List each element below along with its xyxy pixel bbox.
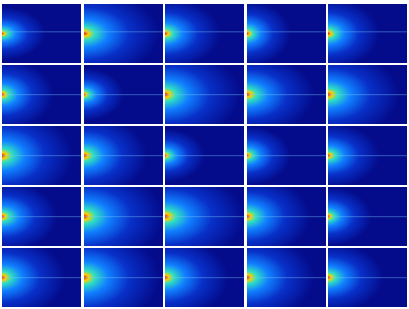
heatmap-panel — [247, 65, 326, 124]
heatmap-panel — [2, 187, 81, 246]
heatmap-panel — [84, 248, 163, 307]
heatmap-panel — [328, 187, 407, 246]
heatmap-panel — [2, 126, 81, 185]
heatmap-panel — [165, 187, 244, 246]
panel-grid — [2, 4, 407, 307]
heatmap-panel — [328, 4, 407, 63]
heatmap-panel — [84, 126, 163, 185]
heatmap-panel — [247, 4, 326, 63]
heatmap-panel — [2, 248, 81, 307]
heatmap-panel — [328, 248, 407, 307]
heatmap-panel — [247, 248, 326, 307]
heatmap-panel — [84, 4, 163, 63]
heatmap-panel — [2, 65, 81, 124]
heatmap-panel — [165, 4, 244, 63]
heatmap-panel — [84, 65, 163, 124]
heatmap-panel — [2, 4, 81, 63]
heatmap-panel — [165, 65, 244, 124]
heatmap-panel — [247, 126, 326, 185]
heatmap-panel — [328, 126, 407, 185]
heatmap-panel — [165, 126, 244, 185]
heatmap-panel — [247, 187, 326, 246]
heatmap-panel — [84, 187, 163, 246]
heatmap-panel — [328, 65, 407, 124]
heatmap-panel — [165, 248, 244, 307]
